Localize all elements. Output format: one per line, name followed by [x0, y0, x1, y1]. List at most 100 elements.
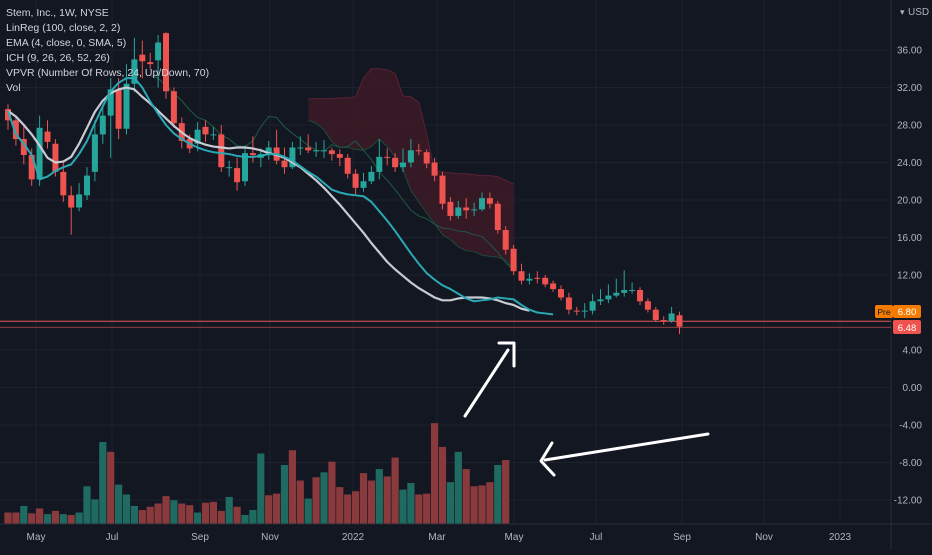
currency-label[interactable]: USD ▾ — [900, 7, 929, 18]
candle-body — [550, 283, 557, 290]
volume-bar — [83, 486, 91, 524]
candle-body — [52, 143, 59, 172]
volume-bar — [494, 464, 502, 524]
candle — [431, 157, 438, 182]
time-tick-label: Jul — [106, 532, 119, 543]
candle-body — [155, 42, 162, 61]
candle — [534, 271, 541, 284]
volume-bar — [367, 480, 375, 524]
candle — [510, 245, 517, 275]
volume-bar — [178, 503, 186, 524]
candle-body — [502, 230, 509, 250]
candle — [668, 306, 675, 323]
candle — [170, 87, 177, 128]
candle-body — [597, 299, 604, 302]
dropdown-icon: ▾ — [900, 7, 905, 17]
candle-body — [297, 147, 304, 149]
annotation-arrow-left — [543, 432, 710, 462]
volume-bar — [336, 487, 344, 524]
premarket-value: 6.80 — [898, 307, 917, 318]
volume-bar — [359, 473, 368, 524]
candle-body — [652, 309, 659, 320]
volume-bar — [407, 483, 415, 524]
candle-body — [463, 207, 470, 211]
candle-body — [321, 150, 327, 152]
candle — [36, 115, 43, 186]
indicator-ema[interactable]: EMA (4, close, 0, SMA, 5) — [6, 37, 127, 49]
volume-bar — [470, 486, 478, 524]
candle-body — [194, 129, 201, 144]
time-tick-label: Nov — [261, 532, 279, 543]
candle-body — [281, 160, 288, 168]
candle-body — [305, 147, 312, 151]
volume-bar — [438, 446, 447, 524]
candle-body — [234, 168, 241, 183]
candle — [463, 198, 470, 219]
candle-body — [123, 83, 130, 129]
candle-body — [44, 131, 51, 142]
volume-bar — [344, 494, 352, 524]
candle — [407, 139, 414, 168]
candle-body — [431, 162, 438, 176]
price-scale[interactable]: 36.00 32.00 28.00 24.00 20.00 16.00 12.00 4.00 0… — [890, 0, 923, 550]
candle — [644, 298, 651, 313]
time-tick-label: 2022 — [342, 532, 365, 543]
candle — [676, 311, 683, 335]
candle — [652, 306, 659, 322]
candle-body — [68, 195, 75, 208]
candle — [60, 162, 67, 202]
indicator-vpvr[interactable]: VPVR (Number Of Rows, 24, Up/Down, 70) — [6, 67, 210, 79]
candle — [44, 120, 51, 149]
candle — [542, 275, 549, 288]
volume-bar — [249, 510, 257, 524]
candle — [226, 160, 233, 177]
candle — [155, 35, 162, 88]
candle — [550, 280, 557, 292]
candle-body — [91, 134, 98, 172]
candle — [147, 52, 154, 69]
candle-body — [526, 278, 533, 281]
candle-body — [621, 290, 628, 293]
price-tick-label: -4.00 — [899, 421, 922, 432]
candle-body — [486, 198, 493, 204]
candle — [139, 40, 146, 79]
volume-bar — [352, 491, 360, 524]
price-tick-label: 0.00 — [903, 383, 923, 394]
candle — [605, 284, 612, 304]
candle — [321, 140, 327, 158]
volume-bar — [383, 476, 391, 524]
candle — [84, 167, 90, 200]
candle — [629, 282, 636, 294]
candle — [518, 263, 525, 285]
candle-body — [60, 171, 67, 196]
volume-bar — [91, 499, 99, 524]
candle — [328, 147, 335, 161]
time-scale[interactable]: May Jul Sep Nov 2022 Mar May Jul Sep Nov 2023 — [0, 523, 932, 543]
premarket-price-badge: Pre 6.80 — [875, 305, 921, 318]
volume-bar — [431, 423, 439, 524]
last-price-badge: 6.48 — [893, 320, 921, 334]
symbol-title[interactable]: Stem, Inc., 1W, NYSE — [6, 7, 109, 19]
volume-bar — [217, 510, 225, 524]
indicator-ichimoku[interactable]: ICH (9, 26, 26, 52, 26) — [6, 52, 110, 64]
candle — [447, 197, 454, 221]
volume-bar — [130, 505, 138, 524]
candle — [526, 273, 533, 285]
volume-bar — [107, 451, 115, 524]
candle-body — [328, 150, 335, 155]
indicator-volume[interactable]: Vol — [6, 82, 21, 94]
candle-body — [400, 162, 406, 168]
volume-bar — [446, 482, 454, 524]
candle — [99, 106, 106, 144]
annotation-arrowhead-left — [539, 441, 556, 477]
candle — [91, 120, 98, 182]
candle — [558, 285, 564, 301]
candle-body — [313, 150, 320, 152]
candle — [471, 202, 478, 216]
indicator-linreg[interactable]: LinReg (100, close, 2, 2) — [6, 22, 121, 34]
volume-bar — [320, 472, 328, 524]
candle-body — [202, 126, 209, 135]
volume-bar — [138, 510, 146, 524]
